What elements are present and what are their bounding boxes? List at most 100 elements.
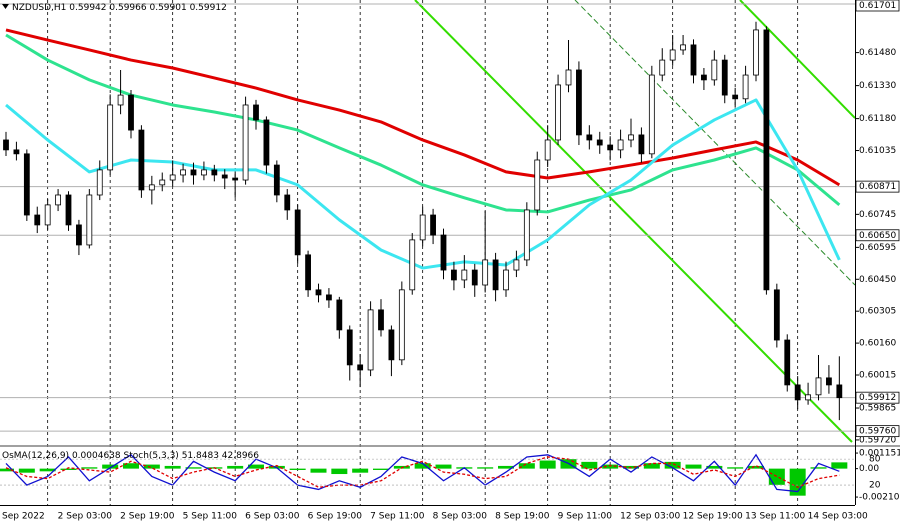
osma-bar — [518, 463, 535, 469]
candle-body — [138, 129, 145, 191]
osma-bar — [185, 467, 202, 469]
candle-body — [398, 289, 405, 361]
candle-body — [357, 364, 364, 371]
osma-bar — [539, 460, 556, 469]
y-tick-label: 0.61035 — [859, 146, 896, 156]
osma-bar — [602, 464, 619, 469]
grid-layer — [47, 0, 799, 505]
candle-body — [294, 209, 301, 256]
candle-body — [773, 289, 780, 341]
price-panel — [0, 0, 855, 443]
candle-body — [284, 194, 291, 211]
candle-body — [263, 119, 270, 166]
x-tick-label: 7 Sep 11:00 — [370, 512, 425, 522]
osma-bar — [706, 465, 723, 469]
header-value: 0.59901 — [149, 3, 186, 13]
candle-body — [305, 254, 311, 291]
candle-body — [419, 214, 426, 241]
level-box — [855, 180, 900, 193]
x-tick-label: 12 Sep 19:00 — [683, 512, 743, 522]
candle-body — [596, 139, 603, 146]
candle-body — [180, 169, 186, 176]
osma-bar — [727, 467, 744, 469]
candle-body — [523, 209, 530, 261]
candle-body — [253, 104, 259, 121]
osma-bar — [248, 464, 264, 469]
level-box — [855, 229, 900, 242]
candle-body — [690, 44, 697, 76]
candle-body — [201, 169, 207, 176]
candle-body — [242, 104, 249, 181]
channel-line — [414, 0, 853, 443]
stoch-line — [5, 456, 840, 488]
y2-tick-label: 20 — [869, 481, 881, 491]
candle-body — [336, 299, 343, 331]
candle-body — [732, 94, 739, 100]
candle-body — [273, 164, 280, 196]
candle-body — [638, 134, 645, 155]
candle-body — [701, 74, 707, 81]
y-tick-label: 0.61480 — [859, 48, 896, 58]
osma-bar — [643, 463, 660, 469]
y-tick-label: 0.61180 — [859, 114, 896, 124]
y-tick-label: 0.59865 — [859, 404, 896, 414]
y-tick-label: 0.00 — [859, 464, 879, 474]
x-tick-label: 2 Sep 03:00 — [58, 512, 113, 522]
y2-tick-label: 80 — [869, 455, 881, 465]
candle-body — [576, 69, 582, 136]
osma-bar — [102, 464, 119, 469]
candle-body — [503, 269, 509, 291]
candle-body — [482, 259, 489, 286]
candle-body — [451, 269, 457, 281]
candle-body — [492, 259, 499, 291]
candle-body — [648, 74, 655, 155]
level-label: 0.59912 — [859, 393, 896, 403]
y-tick-label: 0.60745 — [859, 210, 896, 220]
y-tick-label: 0.60160 — [859, 339, 896, 349]
candle-body — [711, 59, 718, 81]
x-tick-label: Sep 2022 — [2, 512, 45, 522]
candle-body — [586, 134, 593, 141]
candle-body — [815, 377, 822, 396]
candle-body — [784, 339, 791, 386]
candle-body — [55, 194, 61, 206]
candle-body — [607, 144, 614, 151]
osma-name: OsMA(12,26,9) — [2, 451, 69, 461]
candle-body — [430, 214, 436, 236]
osma-bar — [768, 468, 785, 485]
x-tick-label: 14 Sep 03:00 — [808, 512, 868, 522]
osma-value: 0.0004638 — [72, 451, 121, 461]
candle-body — [44, 204, 51, 226]
candle-body — [96, 169, 103, 196]
osma-bar — [0, 468, 14, 472]
osma-bar — [477, 467, 494, 469]
osma-bar — [289, 468, 306, 470]
candle-body — [555, 84, 561, 141]
candle-body — [346, 329, 353, 366]
candle-body — [13, 149, 20, 155]
osma-bar — [39, 468, 56, 472]
candle-body — [326, 294, 332, 301]
osma-bar — [685, 464, 702, 469]
candle-body — [617, 139, 624, 151]
level-box — [855, 391, 900, 404]
stoch-line — [5, 453, 840, 493]
moving-average — [5, 98, 841, 270]
y-tick-label: 0.61330 — [859, 81, 896, 91]
candle-body — [378, 309, 384, 331]
x-tick-label: 2 Sep 19:00 — [120, 512, 175, 522]
osma-bar — [581, 461, 598, 469]
menu-arrow[interactable] — [2, 4, 9, 9]
moving-average — [5, 33, 841, 214]
candle-body — [232, 177, 239, 181]
candle-body — [544, 139, 551, 161]
candle-body — [628, 134, 634, 141]
candle-body — [836, 384, 843, 399]
candle-body — [76, 224, 82, 246]
osma-bar — [60, 468, 77, 470]
x-tick-label: 9 Sep 11:00 — [558, 512, 613, 522]
candle-body — [128, 94, 134, 131]
candle-body — [659, 59, 666, 76]
candle-body — [742, 74, 749, 100]
